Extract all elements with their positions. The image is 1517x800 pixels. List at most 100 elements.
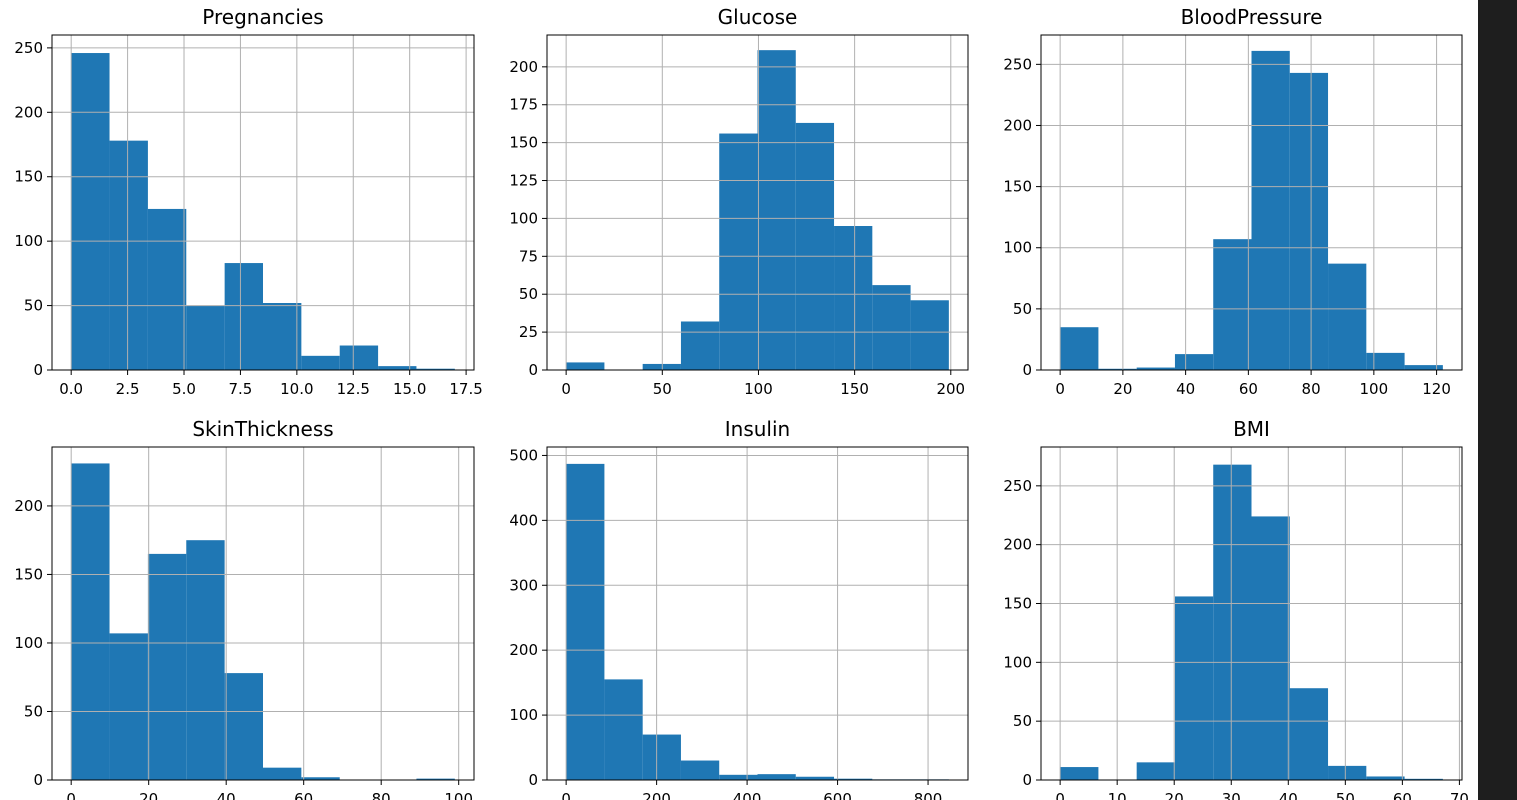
- insulin-bar: [566, 463, 605, 780]
- glucose-y-tick-label: 25: [519, 323, 538, 341]
- bloodpressure-grid: [1041, 35, 1462, 370]
- glucose-x-tick-label: 50: [653, 380, 672, 398]
- bloodpressure-x-tick-label: 20: [1113, 380, 1132, 398]
- pregnancies-grid: [52, 35, 474, 370]
- bmi-bar: [1328, 765, 1367, 780]
- pregnancies-bar: [186, 305, 225, 370]
- glucose-bar: [834, 226, 873, 370]
- glucose-y-tick-label: 0: [528, 361, 538, 379]
- insulin-y-tick-label: 500: [509, 446, 538, 464]
- bmi-bar: [1174, 596, 1214, 780]
- bmi-y-tick-label: 100: [1003, 653, 1032, 671]
- bmi-x-tick-label: 70: [1450, 790, 1469, 800]
- bmi-bars: [1060, 464, 1443, 780]
- insulin-bar: [757, 774, 796, 780]
- glucose-y-tick-label: 125: [509, 172, 538, 190]
- glucose-title: Glucose: [718, 5, 798, 29]
- bmi-x-tick-label: 40: [1279, 790, 1298, 800]
- bmi-grid: [1041, 447, 1462, 780]
- pregnancies-axes-frame: [51, 34, 475, 371]
- pregnancies-y-tick-label: 50: [24, 297, 43, 315]
- bmi-y-tick-label: 250: [1003, 477, 1032, 495]
- bmi-y-tick-label: 0: [1022, 771, 1032, 789]
- pregnancies-y-tick-label: 100: [14, 232, 43, 250]
- window-edge-strip: [1478, 0, 1517, 800]
- glucose-bar: [757, 50, 796, 370]
- bloodpressure-x-tick-label: 80: [1302, 380, 1321, 398]
- pregnancies-x-tick-label: 15.0: [393, 380, 426, 398]
- bloodpressure-y-tick-label: 250: [1003, 55, 1032, 73]
- pregnancies-bar: [147, 208, 187, 370]
- skinthickness-y-tick-label: 0: [33, 771, 43, 789]
- insulin-y-tick-label: 200: [509, 641, 538, 659]
- bloodpressure-subplot: 0 20 40 60 80 100 120 0 50 100 150 200 250 BloodPress…: [1003, 5, 1463, 398]
- insulin-bar: [680, 760, 720, 780]
- glucose-bar: [872, 285, 911, 370]
- skinthickness-bar: [71, 463, 110, 780]
- skinthickness-x-tick-label: 60: [294, 790, 313, 800]
- bloodpressure-bars: [1060, 50, 1443, 370]
- glucose-bar: [719, 133, 758, 370]
- skinthickness-bar: [301, 777, 340, 780]
- insulin-x-tick-label: 200: [642, 790, 671, 800]
- glucose-bars: [566, 50, 949, 370]
- skinthickness-y-tick-label: 150: [14, 565, 43, 583]
- bloodpressure-bar: [1404, 365, 1443, 370]
- bloodpressure-bar: [1060, 327, 1099, 370]
- skinthickness-axes-frame: [51, 446, 475, 781]
- pregnancies-x-tick-label: 17.5: [449, 380, 482, 398]
- bloodpressure-bar: [1213, 239, 1252, 370]
- bloodpressure-bar: [1136, 367, 1175, 370]
- skinthickness-y-tick-label: 100: [14, 634, 43, 652]
- bloodpressure-x-tick-label: 100: [1360, 380, 1389, 398]
- bmi-axes-frame: [1040, 446, 1463, 781]
- skinthickness-title: SkinThickness: [192, 417, 333, 441]
- bloodpressure-y-tick-label: 200: [1003, 116, 1032, 134]
- pregnancies-bar: [224, 263, 263, 370]
- insulin-x-tick-label: 800: [914, 790, 943, 800]
- insulin-bars: [566, 463, 949, 780]
- pregnancies-y-tick-label: 200: [14, 103, 43, 121]
- insulin-y-tick-label: 100: [509, 706, 538, 724]
- glucose-bar: [680, 321, 720, 370]
- bloodpressure-y-tick-label: 50: [1013, 300, 1032, 318]
- bloodpressure-y-tick-label: 150: [1003, 178, 1032, 196]
- bmi-x-tick-label: 10: [1108, 790, 1127, 800]
- skinthickness-y-tick-label: 50: [24, 702, 43, 720]
- insulin-bar: [795, 776, 835, 780]
- glucose-axes-frame: [546, 34, 969, 371]
- insulin-y-tick-label: 400: [509, 511, 538, 529]
- insulin-bar: [834, 778, 873, 780]
- pregnancies-y-tick-label: 0: [33, 361, 43, 379]
- insulin-bar: [604, 679, 643, 780]
- bloodpressure-bar: [1366, 352, 1405, 370]
- bmi-y-tick-label: 150: [1003, 594, 1032, 612]
- bloodpressure-bar: [1328, 263, 1367, 370]
- bmi-bar: [1251, 516, 1290, 780]
- pregnancies-bar: [301, 355, 340, 370]
- bmi-bar: [1404, 778, 1443, 780]
- insulin-axes-frame: [546, 446, 969, 781]
- insulin-x-tick-label: 0: [561, 790, 571, 800]
- pregnancies-title: Pregnancies: [202, 5, 323, 29]
- bmi-title: BMI: [1233, 417, 1270, 441]
- skinthickness-x-tick-label: 40: [217, 790, 236, 800]
- glucose-x-tick-label: 0: [561, 380, 571, 398]
- bloodpressure-bar: [1174, 354, 1214, 370]
- skinthickness-bar: [186, 540, 225, 780]
- glucose-bar: [910, 300, 949, 370]
- bloodpressure-x-tick-label: 60: [1239, 380, 1258, 398]
- skinthickness-grid: [52, 447, 474, 780]
- insulin-bar: [719, 774, 758, 780]
- pregnancies-x-tick-label: 0.0: [59, 380, 83, 398]
- skinthickness-y-tick-label: 200: [14, 497, 43, 515]
- bmi-bar: [1366, 776, 1405, 780]
- pregnancies-x-tick-label: 2.5: [116, 380, 140, 398]
- skinthickness-bar: [109, 633, 148, 780]
- bmi-x-tick-label: 30: [1222, 790, 1241, 800]
- bloodpressure-x-tick-label: 120: [1422, 380, 1451, 398]
- pregnancies-bar: [378, 366, 417, 370]
- insulin-bar: [642, 734, 681, 780]
- glucose-y-tick-label: 100: [509, 209, 538, 227]
